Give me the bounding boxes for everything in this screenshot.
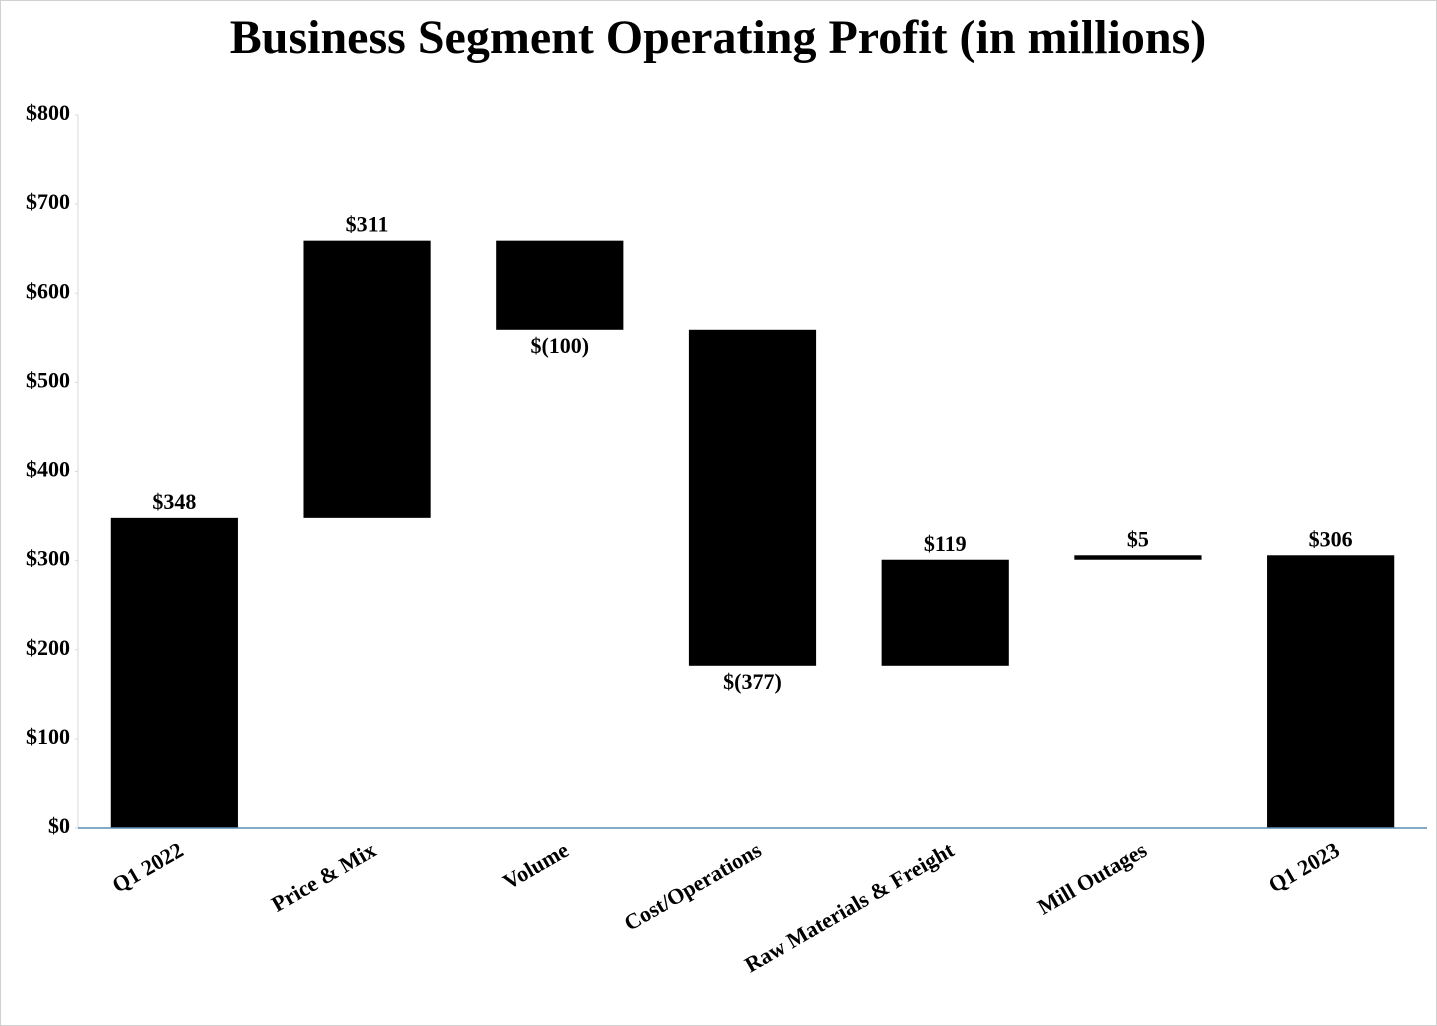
value-label: $348 [152,489,196,514]
bar [110,517,238,828]
value-label: $(100) [530,333,589,358]
y-tick-label: $500 [26,367,70,392]
bar [1074,555,1202,560]
value-label: $119 [924,531,967,556]
y-tick-label: $800 [26,100,70,125]
bar [303,240,431,518]
y-tick-label: $200 [26,635,70,660]
value-label: $5 [1127,526,1149,551]
bar [1267,555,1395,828]
y-tick-label: $300 [26,546,70,571]
y-tick-label: $400 [26,457,70,482]
bar [881,559,1009,666]
y-tick-label: $100 [26,724,70,749]
value-label: $311 [346,212,389,237]
value-label: $(377) [723,669,782,694]
chart-title: Business Segment Operating Profit (in mi… [230,11,1206,64]
bar [496,240,624,330]
y-tick-label: $0 [48,813,70,838]
y-tick-label: $700 [26,189,70,214]
value-label: $306 [1309,526,1353,551]
y-tick-label: $600 [26,278,70,303]
bar [688,329,817,666]
